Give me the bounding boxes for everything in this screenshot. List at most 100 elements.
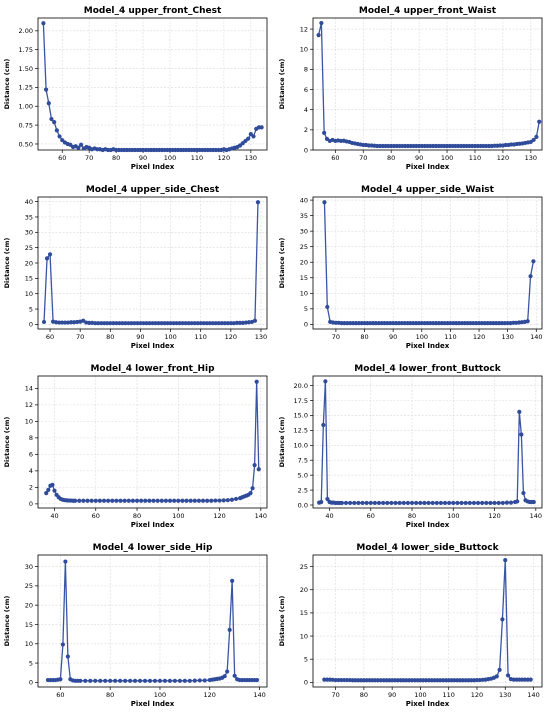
y-tick-label: 1.25	[19, 84, 33, 92]
data-point	[52, 488, 57, 493]
data-point	[147, 498, 152, 503]
y-tick-label: 2.00	[19, 27, 33, 35]
data-point	[171, 321, 176, 326]
series-line	[317, 22, 540, 147]
data-point	[156, 321, 161, 326]
data-point	[230, 578, 235, 583]
data-point	[183, 321, 188, 326]
y-tick-label: 2	[304, 126, 308, 134]
data-point	[325, 496, 330, 502]
x-tick-label: 120	[488, 512, 500, 520]
plot-frame	[37, 554, 268, 688]
y-tick-label: 6	[304, 86, 308, 94]
data-point	[108, 321, 113, 326]
y-tick-label: 17.5	[294, 397, 308, 405]
data-point	[184, 498, 189, 503]
data-point	[525, 319, 530, 324]
y-tick-label: 0	[29, 500, 33, 508]
x-tick-label: 130	[525, 154, 537, 162]
line-chart: 70 80 90 100 110 120 130 140 0 5 10 15 20 25 30 35 40 Mod…	[278, 185, 543, 350]
data-point	[56, 320, 62, 325]
data-point	[85, 498, 90, 503]
data-point	[114, 498, 119, 503]
data-point	[210, 321, 215, 326]
y-tick-label: 12	[300, 25, 308, 33]
line-chart: 60 70 80 90 100 110 120 130 0 5 10 15 20 25 30 35 40 Mode…	[3, 185, 268, 350]
data-point	[492, 500, 497, 506]
y-tick-label: 25	[300, 563, 308, 571]
x-tick-label: 100	[164, 333, 176, 341]
data-point	[93, 321, 98, 326]
chart-title: Model_4 lower_front_Buttock	[354, 364, 501, 374]
data-point	[122, 498, 127, 503]
data-point	[192, 498, 197, 503]
series-line	[45, 381, 260, 502]
x-tick-label: 100	[447, 512, 459, 520]
data-point	[497, 667, 502, 672]
data-point	[172, 498, 177, 503]
data-point	[352, 500, 357, 506]
data-point	[426, 500, 431, 506]
data-point	[229, 497, 235, 502]
data-point	[389, 500, 394, 506]
data-point	[151, 498, 156, 503]
data-point	[44, 491, 49, 496]
y-tick-label: 30	[25, 563, 33, 571]
data-point	[147, 321, 152, 326]
data-point	[177, 678, 182, 683]
x-tick-label: 80	[387, 154, 395, 162]
data-point	[503, 557, 508, 563]
data-point	[248, 491, 253, 496]
x-tick-label: 130	[255, 333, 267, 341]
data-point	[343, 500, 349, 506]
data-point	[57, 134, 62, 139]
data-point	[252, 318, 258, 323]
data-point	[130, 498, 136, 503]
y-tick-label: 0.50	[19, 140, 33, 148]
data-point	[142, 678, 148, 683]
line-chart: 60 70 80 90 100 110 120 130 0 2 4 6 8 10 12 Model_4 upp…	[278, 6, 543, 171]
data-point	[475, 500, 481, 506]
data-point	[182, 678, 187, 683]
data-point	[174, 321, 179, 326]
data-point	[207, 321, 212, 326]
y-tick-label: 5	[304, 305, 308, 313]
data-point	[348, 500, 353, 506]
data-point	[188, 498, 193, 503]
data-point	[360, 500, 365, 506]
data-point	[63, 559, 68, 564]
data-point	[259, 125, 264, 130]
data-point	[252, 463, 257, 468]
data-point	[117, 321, 122, 326]
data-point	[232, 673, 237, 678]
data-point	[519, 432, 524, 437]
x-tick-label: 120	[204, 691, 216, 699]
series-line	[43, 202, 259, 324]
x-tick-label: 70	[332, 333, 340, 341]
data-point	[500, 617, 505, 622]
data-point	[172, 678, 178, 683]
y-tick-label: 2	[29, 484, 33, 492]
data-point	[189, 321, 194, 326]
data-point	[96, 321, 101, 326]
data-point	[463, 500, 468, 506]
data-point	[50, 482, 55, 487]
plot-frame	[312, 196, 543, 330]
data-point	[52, 119, 57, 125]
data-point	[103, 678, 108, 683]
data-point	[356, 500, 361, 506]
data-point	[246, 136, 251, 141]
data-point	[480, 500, 485, 506]
y-axis-label: Distance (cm)	[278, 238, 286, 289]
y-tick-label: 15	[25, 275, 33, 283]
data-point	[93, 498, 98, 503]
y-tick-label: 0.0	[298, 501, 308, 509]
x-tick-label: 80	[106, 333, 114, 341]
data-point	[237, 320, 242, 325]
data-point	[63, 320, 68, 325]
y-tick-label: 10	[25, 418, 33, 426]
data-point	[319, 499, 324, 505]
x-tick-label: 130	[501, 333, 513, 341]
x-tick-label: 90	[388, 691, 396, 699]
